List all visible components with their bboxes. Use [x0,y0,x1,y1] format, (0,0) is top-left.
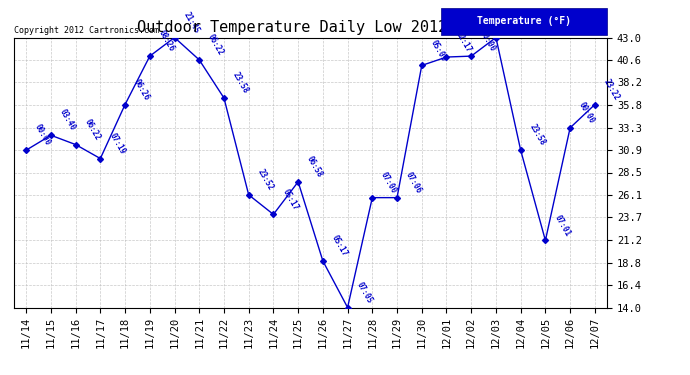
Text: 07:19: 07:19 [107,131,127,156]
Text: 07:06: 07:06 [404,170,424,195]
Text: 07:05: 07:05 [355,280,374,305]
Text: 06:26: 06:26 [132,77,151,102]
Text: 06:58: 06:58 [305,154,324,179]
Text: 00:00: 00:00 [478,29,497,53]
Text: 00:00: 00:00 [577,100,596,125]
Text: 21:45: 21:45 [181,10,201,35]
Text: 06:22: 06:22 [206,33,226,57]
Text: 00:00: 00:00 [33,123,52,147]
Title: Outdoor Temperature Daily Low 20121208: Outdoor Temperature Daily Low 20121208 [137,20,484,35]
Text: 07:00: 07:00 [380,170,399,195]
Text: 06:22: 06:22 [83,117,102,142]
Text: 22:17: 22:17 [453,30,473,54]
Text: Copyright 2012 Cartronics.com: Copyright 2012 Cartronics.com [14,26,159,35]
Text: 23:22: 23:22 [602,77,621,102]
Text: 23:52: 23:52 [255,168,275,192]
Text: 07:01: 07:01 [552,213,572,238]
Text: 05:05: 05:05 [428,38,448,63]
Text: 23:58: 23:58 [528,123,547,147]
Text: 23:58: 23:58 [231,71,250,95]
FancyBboxPatch shape [441,8,607,35]
Text: Temperature (°F): Temperature (°F) [477,16,571,26]
Text: 00:00: 00:00 [503,10,522,35]
Text: 05:17: 05:17 [280,187,299,211]
Text: 03:40: 03:40 [58,108,77,132]
Text: 05:17: 05:17 [330,234,349,258]
Text: 08:26: 08:26 [157,29,176,53]
